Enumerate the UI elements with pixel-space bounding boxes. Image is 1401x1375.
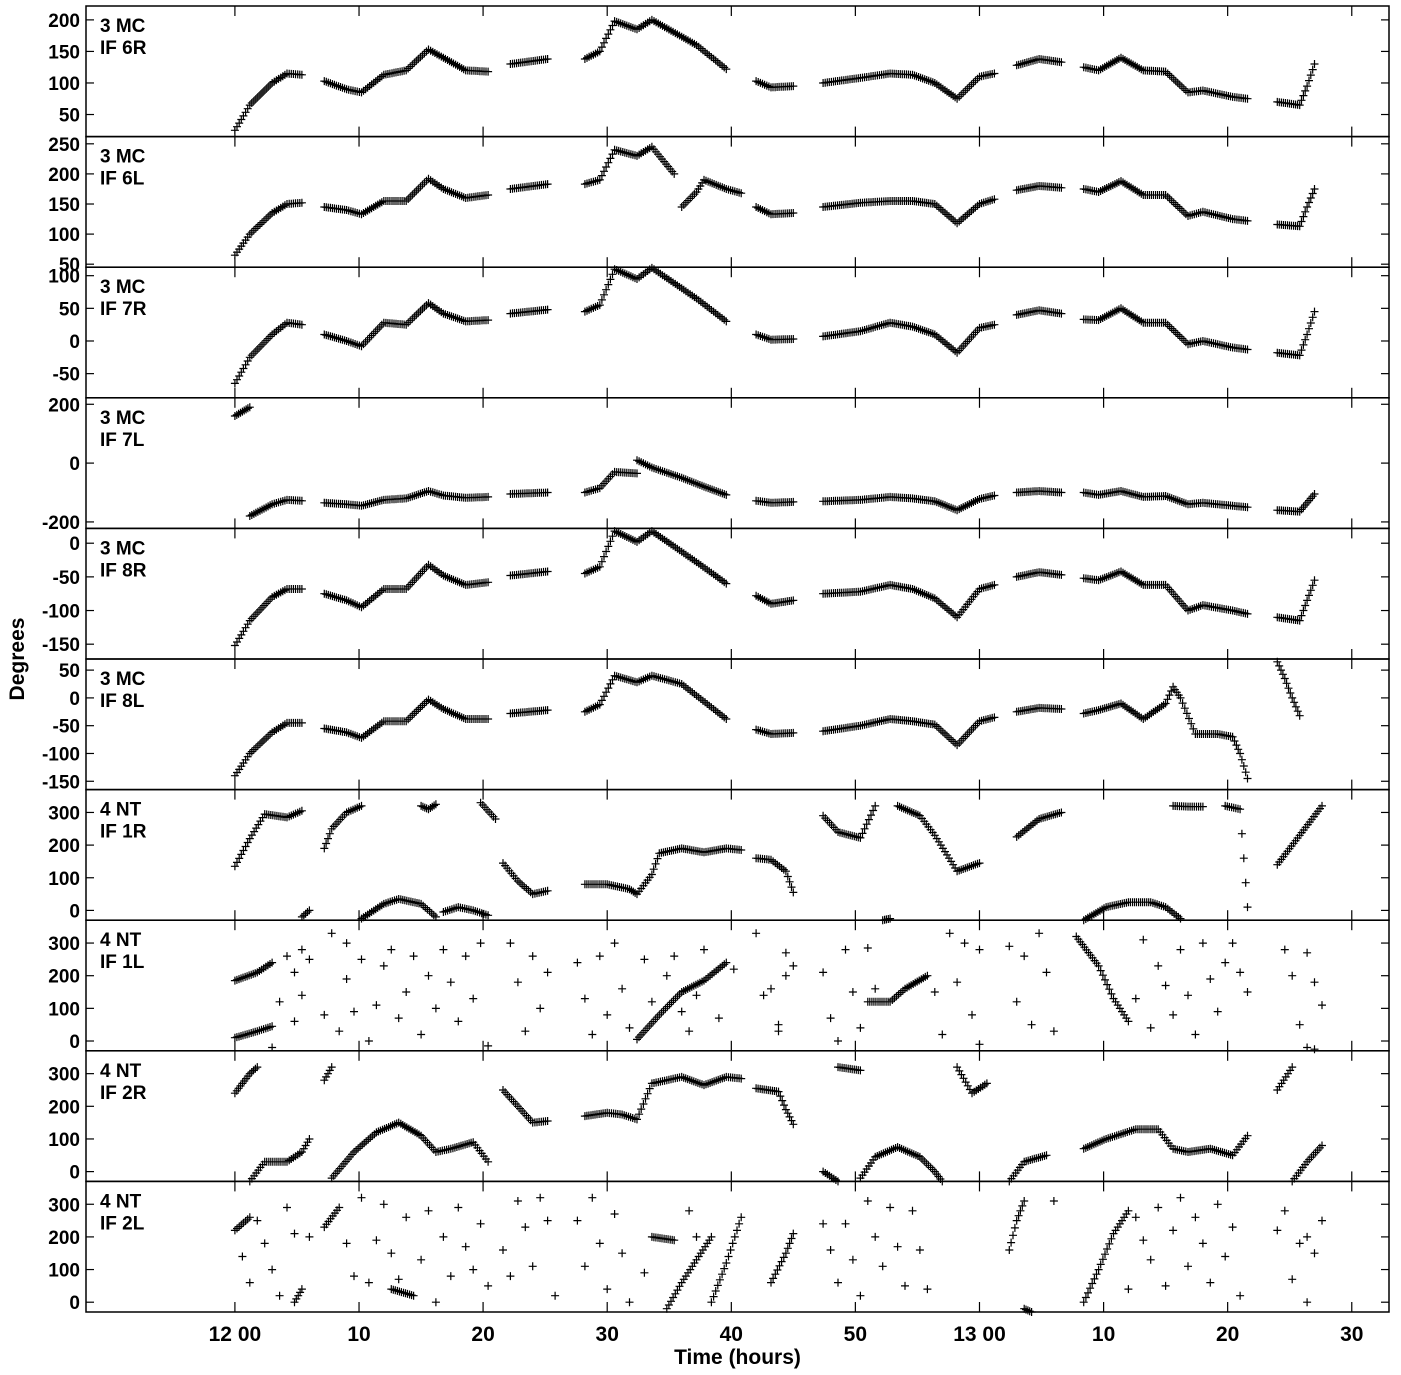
x-tick-label: 40 xyxy=(720,1323,743,1346)
panel-frame-2 xyxy=(85,135,1390,268)
y-tick-label: 300 xyxy=(48,1065,80,1086)
x-tick-label: 20 xyxy=(471,1323,494,1346)
panel-frame-10 xyxy=(85,1180,1390,1313)
y-tick-label: 200 xyxy=(48,967,80,988)
panel-label: IF 1R xyxy=(100,822,147,843)
x-tick-label: 30 xyxy=(596,1323,619,1346)
y-tick-label: 200 xyxy=(48,836,80,857)
x-tick-label: 50 xyxy=(844,1323,867,1346)
y-tick-label: 100 xyxy=(48,1130,80,1151)
y-tick-label: -100 xyxy=(42,602,80,623)
panel-frame-4 xyxy=(85,397,1390,530)
data-markers-panel-5 xyxy=(230,527,1319,650)
y-tick-label: 0 xyxy=(69,901,80,922)
panel-label: 3 MC xyxy=(100,147,146,168)
panel-label: 3 MC xyxy=(100,669,146,690)
y-tick-label: 100 xyxy=(48,225,80,246)
y-tick-label: 200 xyxy=(48,1228,80,1249)
panel-label: IF 6R xyxy=(100,38,147,59)
y-tick-label: 100 xyxy=(48,1261,80,1282)
y-tick-label: 0 xyxy=(69,534,80,555)
y-tick-label: 200 xyxy=(48,1097,80,1118)
panel-label: 4 NT xyxy=(100,1061,142,1082)
y-tick-label: 0 xyxy=(69,1163,80,1184)
data-markers-panel-1 xyxy=(230,15,1319,135)
panel-label: 4 NT xyxy=(100,800,142,821)
x-tick-label: 30 xyxy=(1340,1323,1363,1346)
panel-label: IF 6L xyxy=(100,169,145,190)
panel-label: IF 7L xyxy=(100,430,145,451)
y-tick-label: 150 xyxy=(48,42,80,63)
y-tick-label: -50 xyxy=(53,568,80,589)
y-tick-label: 100 xyxy=(48,869,80,890)
y-axis-title: Degrees xyxy=(6,618,29,701)
y-tick-label: 0 xyxy=(69,689,80,710)
y-tick-label: 200 xyxy=(48,11,80,32)
y-tick-label: -50 xyxy=(53,365,80,386)
panel-label: IF 8L xyxy=(100,691,145,712)
y-tick-label: 200 xyxy=(48,165,80,186)
data-markers-panel-10 xyxy=(230,1193,1326,1316)
y-tick-label: 50 xyxy=(59,106,80,127)
y-tick-label: 50 xyxy=(59,661,80,682)
y-tick-label: 50 xyxy=(59,299,80,320)
panel-label: 4 NT xyxy=(100,1191,142,1212)
y-tick-label: -200 xyxy=(42,513,80,534)
panel-label: IF 7R xyxy=(100,299,147,320)
y-tick-label: -50 xyxy=(53,717,80,738)
panel-label: IF 2L xyxy=(100,1213,145,1234)
panel-label: 3 MC xyxy=(100,277,146,298)
panel-label: 3 MC xyxy=(100,16,146,37)
y-tick-label: 0 xyxy=(69,454,80,475)
panel-label: 3 MC xyxy=(100,538,146,559)
x-tick-label: 10 xyxy=(347,1323,370,1346)
data-markers-panel-8 xyxy=(230,929,1326,1054)
y-tick-label: 50 xyxy=(59,255,80,276)
y-tick-label: 250 xyxy=(48,135,80,156)
x-tick-label: 10 xyxy=(1092,1323,1115,1346)
panel-frame-8 xyxy=(85,919,1390,1052)
y-tick-label: 100 xyxy=(48,999,80,1020)
y-tick-label: -150 xyxy=(42,635,80,656)
panel-frame-7 xyxy=(85,788,1390,921)
x-tick-label: 12 00 xyxy=(209,1323,262,1346)
panel-frame-1 xyxy=(85,5,1390,138)
x-tick-label: 13 00 xyxy=(953,1323,1006,1346)
y-tick-label: 0 xyxy=(69,332,80,353)
panel-frame-3 xyxy=(85,266,1390,399)
data-markers-panel-6 xyxy=(230,657,1304,783)
data-markers-panel-3 xyxy=(230,263,1319,388)
panel-label: 3 MC xyxy=(100,408,146,429)
x-axis-title: Time (hours) xyxy=(674,1346,801,1369)
y-tick-label: 300 xyxy=(48,803,80,824)
x-tick-label: 20 xyxy=(1216,1323,1239,1346)
data-markers-panel-9 xyxy=(230,1063,1326,1186)
panel-label: IF 1L xyxy=(100,952,145,973)
y-tick-label: 0 xyxy=(69,1032,80,1053)
y-tick-label: 0 xyxy=(69,1293,80,1314)
panel-label: 4 NT xyxy=(100,930,142,951)
y-tick-label: 300 xyxy=(48,1195,80,1216)
y-tick-label: 200 xyxy=(48,395,80,416)
y-tick-label: 300 xyxy=(48,934,80,955)
y-tick-label: 150 xyxy=(48,195,80,216)
y-tick-label: -150 xyxy=(42,772,80,793)
data-markers-panel-2 xyxy=(230,142,1319,260)
y-tick-label: 100 xyxy=(48,74,80,95)
data-markers-panel-7 xyxy=(230,798,1326,925)
panel-label: IF 8R xyxy=(100,560,147,581)
panel-label: IF 2R xyxy=(100,1083,147,1104)
data-markers-panel-4 xyxy=(230,403,1319,520)
y-tick-label: 100 xyxy=(48,267,80,288)
y-tick-label: -100 xyxy=(42,744,80,765)
